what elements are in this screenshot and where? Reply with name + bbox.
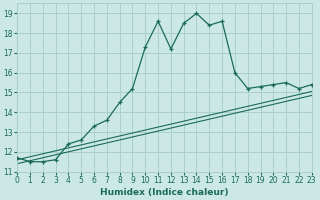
X-axis label: Humidex (Indice chaleur): Humidex (Indice chaleur)	[100, 188, 229, 197]
